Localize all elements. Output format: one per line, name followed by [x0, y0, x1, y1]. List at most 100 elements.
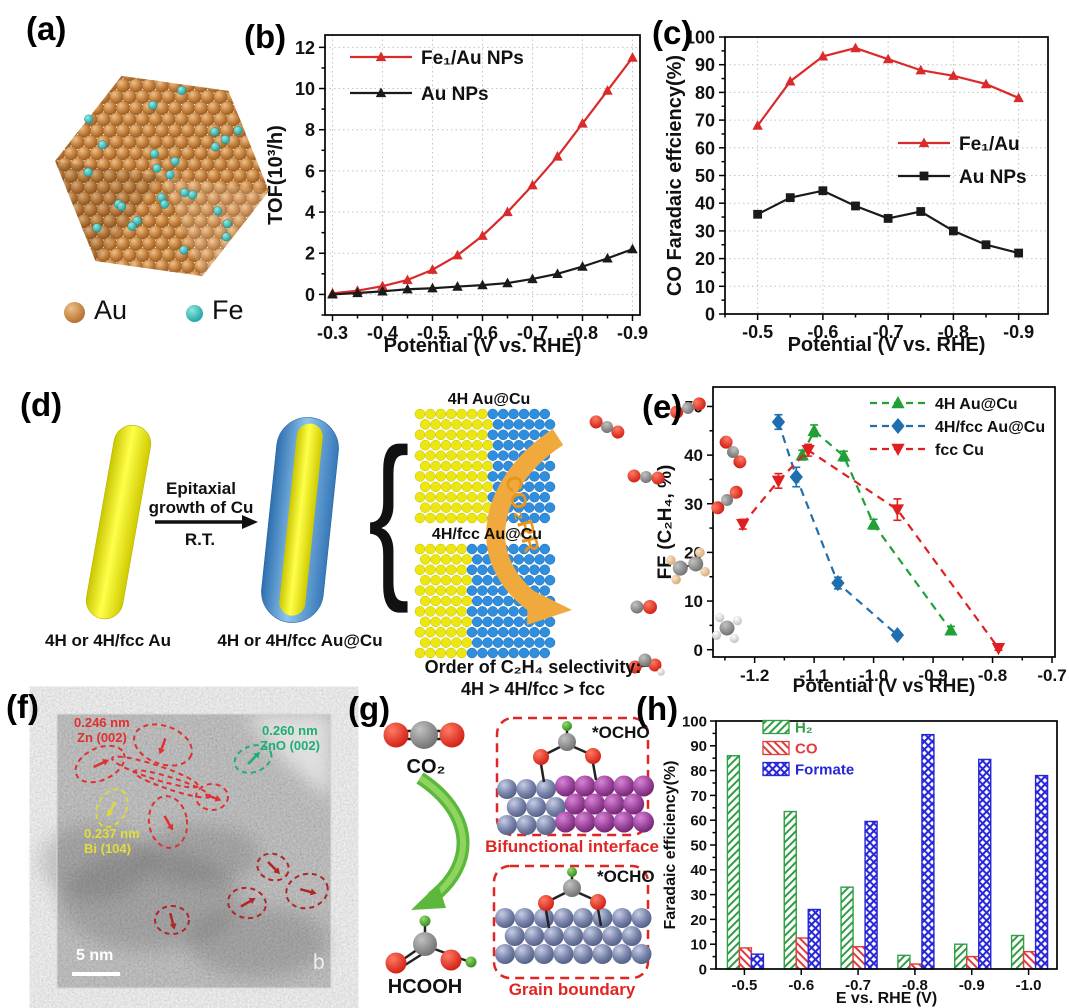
cu-like-atom: [555, 811, 576, 833]
figure-shape: [418, 775, 466, 901]
figure-shape: [240, 899, 252, 908]
figure-shape: [166, 823, 174, 831]
au-slab-atom: [440, 439, 452, 451]
marker: [375, 51, 387, 62]
cu-slab-atom: [539, 647, 551, 659]
au-legend-label: Au: [94, 295, 128, 325]
au-slab-atom: [445, 606, 457, 617]
legend-label: fcc Cu: [935, 442, 984, 459]
lattice-arrow: [267, 861, 281, 875]
au-atom: [245, 101, 261, 116]
au-slab-atom: [414, 606, 426, 617]
cu-slab-atom: [503, 616, 514, 628]
cu-slab-atom: [477, 647, 488, 659]
y-tick-label: 10: [690, 937, 707, 954]
au-atom: [83, 89, 98, 105]
au-atom: [89, 259, 105, 274]
y-tick-label: 70: [690, 788, 707, 805]
au-slab-atom: [430, 554, 441, 565]
au-atom: [70, 112, 85, 127]
figure-shape: [544, 909, 551, 929]
au-slab-atom: [466, 491, 478, 503]
x-tick-label: -1.0: [859, 666, 888, 685]
cu-slab-atom: [492, 419, 504, 430]
y-tick-label: 20: [690, 912, 707, 929]
zn-spacing-label: 0.246 nm: [74, 715, 130, 730]
y-tick-label: 40: [690, 862, 707, 879]
cu-slab-atom: [513, 439, 525, 451]
figure-shape: [188, 907, 328, 977]
molecule: [627, 469, 665, 485]
au-atom: [161, 75, 176, 82]
au-atom: [55, 191, 66, 206]
marker: [602, 85, 613, 95]
cu-slab-atom: [544, 481, 556, 493]
ocho-label-1: *OCHO: [592, 723, 650, 742]
x-tick-label: -0.8: [902, 977, 928, 994]
y-tick-label: 0: [305, 285, 315, 305]
figure-shape: [666, 555, 676, 566]
au-slab-atom: [419, 595, 431, 607]
figure-shape: [163, 815, 172, 827]
cu-like-atom: [613, 811, 635, 833]
figure-shape: [627, 469, 641, 483]
au-slab-atom: [445, 429, 457, 441]
mechanism-diagram: [383, 716, 654, 980]
bifunctional-box: [495, 716, 650, 837]
x-tick-label: -0.6: [807, 322, 838, 342]
cu-slab-atom: [539, 543, 551, 555]
cu-slab-atom: [471, 574, 483, 586]
cu-slab-atom: [487, 429, 499, 441]
metal-atom: [602, 926, 623, 946]
au-slab-atom: [414, 471, 426, 482]
au-slab-atom: [456, 429, 467, 441]
figure-shape: [279, 423, 323, 616]
panel-label-d: (d): [20, 386, 63, 423]
chart-c: -0.5 -0.6 -0.7 -0.8 -0.9 0 10 20 30 40 50 60 70 80 90 1…: [664, 27, 1049, 356]
cu-like-atom: [574, 811, 596, 833]
au-slab-atom: [435, 585, 447, 596]
cu-slab-atom: [492, 460, 504, 472]
cu-slab-atom: [539, 471, 551, 482]
lattice-region-ellipse: [195, 783, 229, 811]
cu-slab-atom: [503, 595, 514, 607]
au-slab-atom: [451, 439, 462, 451]
cu-slab-atom: [518, 543, 530, 555]
zno-spacing-label: 0.260 nm: [262, 723, 318, 738]
au-slab-atom: [445, 585, 457, 596]
au-atom: [187, 270, 202, 277]
cu-slab-atom: [529, 543, 540, 555]
metal-atom: [524, 926, 545, 946]
metal-atom: [582, 926, 603, 946]
au-atom: [174, 270, 189, 277]
legend-label: Au NPs: [959, 167, 1027, 188]
scalebar: [72, 972, 120, 976]
au-slab-atom: [440, 481, 452, 493]
figure-shape: [719, 435, 733, 449]
au-slab-atom: [451, 637, 462, 648]
metal-atom: [516, 779, 537, 799]
y-tick-label: 0: [699, 961, 707, 978]
cu-like-atom: [633, 811, 654, 833]
marker: [916, 207, 926, 216]
figure-shape: [539, 763, 546, 783]
fe-atom: [165, 170, 175, 180]
au-slab-atom: [414, 585, 426, 596]
lattice-arrow: [93, 759, 110, 769]
figure-shape: [596, 908, 603, 927]
cu-slab-atom: [497, 647, 509, 659]
au-slab-atom: [435, 626, 447, 638]
cu-slab-atom: [482, 616, 493, 628]
metal-atom: [612, 908, 632, 928]
au-atom: [109, 270, 124, 277]
marker: [427, 282, 438, 293]
metal-atom: [631, 908, 652, 928]
marker: [752, 120, 763, 130]
y-tick-label: 40: [695, 194, 715, 214]
au-slab-atom: [456, 408, 467, 420]
metal-atom: [495, 908, 515, 928]
x-tick-label: -0.5: [731, 977, 757, 994]
au-slab-atom: [440, 616, 452, 628]
au-slab-atom: [425, 491, 436, 503]
